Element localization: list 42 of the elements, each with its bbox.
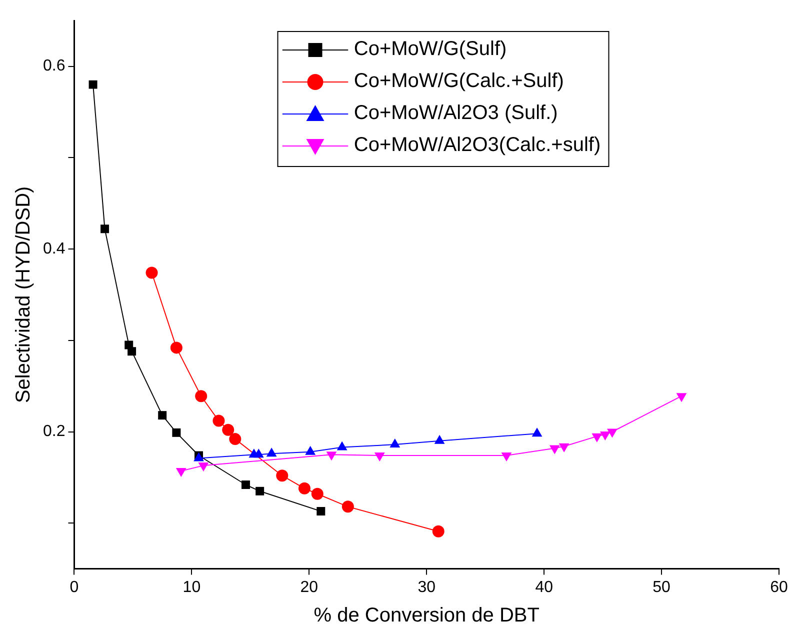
point <box>336 441 348 450</box>
point <box>316 506 326 516</box>
point <box>222 424 234 436</box>
point <box>172 428 181 437</box>
legend-label: Co+MoW/Al2O3(Calc.+sulf) <box>354 134 601 158</box>
point <box>266 448 277 457</box>
point <box>298 482 310 494</box>
point <box>88 80 98 89</box>
point <box>128 347 136 356</box>
point <box>229 433 242 446</box>
point <box>212 414 225 427</box>
point <box>532 428 542 437</box>
y-tick-label: 0.6 <box>42 58 66 75</box>
y-axis-title: Selectividad (HYD/DSD) <box>12 186 35 404</box>
legend-label: Co+MoW/Al2O3 (Sulf.) <box>354 102 558 126</box>
point <box>432 525 444 538</box>
point <box>146 266 158 279</box>
point <box>305 446 316 455</box>
x-axis-title: % de Conversion de DBT <box>314 604 540 627</box>
point <box>241 480 250 489</box>
y-tick-label: 0.4 <box>42 240 66 258</box>
x-tick-label: 0 <box>70 578 79 596</box>
point <box>158 411 167 420</box>
x-tick-label: 10 <box>182 578 201 596</box>
x-tick-label: 60 <box>770 578 788 596</box>
point <box>100 224 110 234</box>
x-tick-label: 50 <box>652 578 671 596</box>
x-tick-label: 40 <box>535 578 554 596</box>
point <box>256 486 264 496</box>
y-tick-label: 0.2 <box>42 423 66 440</box>
point <box>195 390 208 402</box>
point <box>253 448 264 458</box>
point <box>390 438 400 448</box>
point <box>276 470 288 482</box>
x-tick-label: 20 <box>300 578 318 596</box>
legend-label: Co+MoW/G(Calc.+Sulf) <box>354 70 564 94</box>
point <box>170 342 182 354</box>
legend-label: Co+MoW/G(Sulf) <box>354 38 507 62</box>
point <box>311 488 324 500</box>
x-tick-label: 30 <box>418 578 436 596</box>
point <box>434 434 445 444</box>
point <box>342 500 354 513</box>
